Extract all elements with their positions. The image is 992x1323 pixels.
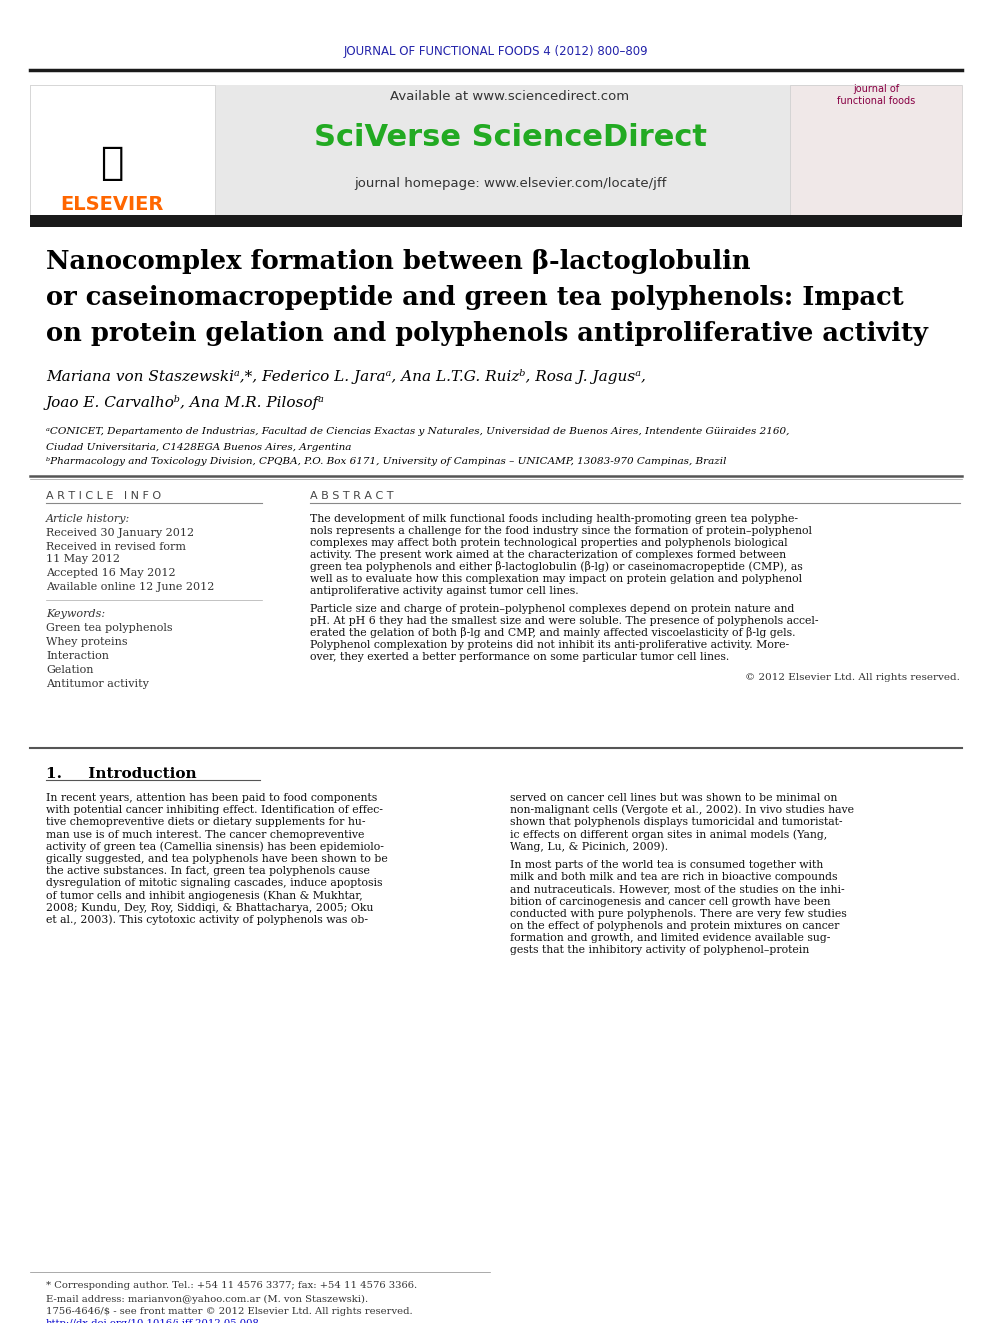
Text: Article history:: Article history: bbox=[46, 515, 130, 524]
Text: 11 May 2012: 11 May 2012 bbox=[46, 554, 120, 564]
Text: ᵃCONICET, Departamento de Industrias, Facultad de Ciencias Exactas y Naturales, : ᵃCONICET, Departamento de Industrias, Fa… bbox=[46, 427, 790, 437]
Text: 🌳: 🌳 bbox=[100, 144, 124, 183]
Text: man use is of much interest. The cancer chemopreventive: man use is of much interest. The cancer … bbox=[46, 830, 364, 840]
Text: ic effects on different organ sites in animal models (Yang,: ic effects on different organ sites in a… bbox=[510, 830, 827, 840]
Text: In most parts of the world tea is consumed together with: In most parts of the world tea is consum… bbox=[510, 860, 823, 871]
Text: shown that polyphenols displays tumoricidal and tumoristat-: shown that polyphenols displays tumorici… bbox=[510, 818, 842, 827]
Text: Antitumor activity: Antitumor activity bbox=[46, 679, 149, 689]
Text: A R T I C L E   I N F O: A R T I C L E I N F O bbox=[46, 491, 161, 501]
Text: and nutraceuticals. However, most of the studies on the inhi-: and nutraceuticals. However, most of the… bbox=[510, 884, 844, 894]
Text: Green tea polyphenols: Green tea polyphenols bbox=[46, 623, 173, 632]
FancyBboxPatch shape bbox=[790, 85, 962, 216]
Text: JOURNAL OF FUNCTIONAL FOODS 4 (2012) 800–809: JOURNAL OF FUNCTIONAL FOODS 4 (2012) 800… bbox=[343, 45, 649, 58]
Text: 1.     Introduction: 1. Introduction bbox=[46, 767, 196, 781]
Text: A B S T R A C T: A B S T R A C T bbox=[310, 491, 394, 501]
Text: dysregulation of mitotic signaling cascades, induce apoptosis: dysregulation of mitotic signaling casca… bbox=[46, 878, 383, 889]
Text: Received 30 January 2012: Received 30 January 2012 bbox=[46, 528, 194, 538]
Text: Gelation: Gelation bbox=[46, 665, 93, 675]
Text: bition of carcinogenesis and cancer cell growth have been: bition of carcinogenesis and cancer cell… bbox=[510, 897, 830, 906]
Text: Available online 12 June 2012: Available online 12 June 2012 bbox=[46, 582, 214, 591]
Text: activity. The present work aimed at the characterization of complexes formed bet: activity. The present work aimed at the … bbox=[310, 550, 786, 560]
Text: of tumor cells and inhibit angiogenesis (Khan & Mukhtar,: of tumor cells and inhibit angiogenesis … bbox=[46, 890, 363, 901]
Text: ELSEVIER: ELSEVIER bbox=[61, 196, 164, 214]
Text: on protein gelation and polyphenols antiproliferative activity: on protein gelation and polyphenols anti… bbox=[46, 321, 928, 347]
Text: gically suggested, and tea polyphenols have been shown to be: gically suggested, and tea polyphenols h… bbox=[46, 855, 388, 864]
Text: formation and growth, and limited evidence available sug-: formation and growth, and limited eviden… bbox=[510, 933, 830, 943]
Text: Keywords:: Keywords: bbox=[46, 609, 105, 619]
Text: In recent years, attention has been paid to food components: In recent years, attention has been paid… bbox=[46, 792, 377, 803]
Text: well as to evaluate how this complexation may impact on protein gelation and pol: well as to evaluate how this complexatio… bbox=[310, 574, 803, 583]
FancyBboxPatch shape bbox=[30, 85, 215, 216]
Text: http://dx.doi.org/10.1016/j.jff.2012.05.008: http://dx.doi.org/10.1016/j.jff.2012.05.… bbox=[46, 1319, 260, 1323]
Text: The development of milk functional foods including health-promoting green tea po: The development of milk functional foods… bbox=[310, 515, 798, 524]
Text: non-malignant cells (Vergote et al., 2002). In vivo studies have: non-malignant cells (Vergote et al., 200… bbox=[510, 804, 854, 815]
Text: served on cancer cell lines but was shown to be minimal on: served on cancer cell lines but was show… bbox=[510, 792, 837, 803]
Text: tive chemopreventive diets or dietary supplements for hu-: tive chemopreventive diets or dietary su… bbox=[46, 818, 365, 827]
Text: activity of green tea (Camellia sinensis) has been epidemiolo-: activity of green tea (Camellia sinensis… bbox=[46, 841, 384, 852]
Text: with potential cancer inhibiting effect. Identification of effec-: with potential cancer inhibiting effect.… bbox=[46, 806, 383, 815]
Text: Nanocomplex formation between β-lactoglobulin: Nanocomplex formation between β-lactoglo… bbox=[46, 250, 751, 274]
Text: Ciudad Universitaria, C1428EGA Buenos Aires, Argentina: Ciudad Universitaria, C1428EGA Buenos Ai… bbox=[46, 442, 351, 451]
Text: Received in revised form: Received in revised form bbox=[46, 542, 186, 552]
Text: ᵇPharmacology and Toxicology Division, CPQBA, P.O. Box 6171, University of Campi: ᵇPharmacology and Toxicology Division, C… bbox=[46, 458, 726, 467]
Text: on the effect of polyphenols and protein mixtures on cancer: on the effect of polyphenols and protein… bbox=[510, 921, 839, 931]
Text: Mariana von Staszewskiᵃ,*, Federico L. Jaraᵃ, Ana L.T.G. Ruizᵇ, Rosa J. Jagusᵃ,: Mariana von Staszewskiᵃ,*, Federico L. J… bbox=[46, 369, 646, 384]
Text: Available at www.sciencedirect.com: Available at www.sciencedirect.com bbox=[391, 90, 630, 103]
Text: green tea polyphenols and either β-lactoglobulin (β-lg) or caseinomacropeptide (: green tea polyphenols and either β-lacto… bbox=[310, 561, 803, 573]
Text: * Corresponding author. Tel.: +54 11 4576 3377; fax: +54 11 4576 3366.: * Corresponding author. Tel.: +54 11 457… bbox=[46, 1282, 417, 1290]
Text: Polyphenol complexation by proteins did not inhibit its anti-proliferative activ: Polyphenol complexation by proteins did … bbox=[310, 640, 789, 650]
Text: Joao E. Carvalhoᵇ, Ana M.R. Pilosofᵃ: Joao E. Carvalhoᵇ, Ana M.R. Pilosofᵃ bbox=[46, 394, 324, 410]
FancyBboxPatch shape bbox=[30, 85, 962, 216]
Text: complexes may affect both protein technological properties and polyphenols biolo: complexes may affect both protein techno… bbox=[310, 538, 788, 548]
Text: SciVerse ScienceDirect: SciVerse ScienceDirect bbox=[313, 123, 706, 152]
Text: erated the gelation of both β-lg and CMP, and mainly affected viscoelasticity of: erated the gelation of both β-lg and CMP… bbox=[310, 627, 796, 639]
FancyBboxPatch shape bbox=[30, 216, 962, 228]
Text: journal homepage: www.elsevier.com/locate/jff: journal homepage: www.elsevier.com/locat… bbox=[354, 176, 667, 189]
Text: milk and both milk and tea are rich in bioactive compounds: milk and both milk and tea are rich in b… bbox=[510, 872, 837, 882]
Text: 1756-4646/$ - see front matter © 2012 Elsevier Ltd. All rights reserved.: 1756-4646/$ - see front matter © 2012 El… bbox=[46, 1307, 413, 1316]
Text: Interaction: Interaction bbox=[46, 651, 109, 662]
Text: Accepted 16 May 2012: Accepted 16 May 2012 bbox=[46, 568, 176, 578]
Text: 2008; Kundu, Dey, Roy, Siddiqi, & Bhattacharya, 2005; Oku: 2008; Kundu, Dey, Roy, Siddiqi, & Bhatta… bbox=[46, 902, 374, 913]
Text: journal of
functional foods: journal of functional foods bbox=[837, 85, 916, 106]
Text: pH. At pH 6 they had the smallest size and were soluble. The presence of polyphe: pH. At pH 6 they had the smallest size a… bbox=[310, 617, 818, 626]
Text: gests that the inhibitory activity of polyphenol–protein: gests that the inhibitory activity of po… bbox=[510, 946, 809, 955]
Text: over, they exerted a better performance on some particular tumor cell lines.: over, they exerted a better performance … bbox=[310, 652, 729, 662]
Text: or caseinomacropeptide and green tea polyphenols: Impact: or caseinomacropeptide and green tea pol… bbox=[46, 286, 904, 311]
Text: E-mail address: marianvon@yahoo.com.ar (M. von Staszewski).: E-mail address: marianvon@yahoo.com.ar (… bbox=[46, 1294, 368, 1303]
Text: Particle size and charge of protein–polyphenol complexes depend on protein natur: Particle size and charge of protein–poly… bbox=[310, 605, 795, 614]
Text: antiproliferative activity against tumor cell lines.: antiproliferative activity against tumor… bbox=[310, 586, 578, 595]
Text: Whey proteins: Whey proteins bbox=[46, 636, 128, 647]
Text: et al., 2003). This cytotoxic activity of polyphenols was ob-: et al., 2003). This cytotoxic activity o… bbox=[46, 914, 368, 925]
Text: nols represents a challenge for the food industry since the formation of protein: nols represents a challenge for the food… bbox=[310, 527, 812, 536]
Text: © 2012 Elsevier Ltd. All rights reserved.: © 2012 Elsevier Ltd. All rights reserved… bbox=[745, 672, 960, 681]
Text: Wang, Lu, & Picinich, 2009).: Wang, Lu, & Picinich, 2009). bbox=[510, 841, 669, 852]
Text: the active substances. In fact, green tea polyphenols cause: the active substances. In fact, green te… bbox=[46, 867, 370, 876]
Text: conducted with pure polyphenols. There are very few studies: conducted with pure polyphenols. There a… bbox=[510, 909, 847, 918]
